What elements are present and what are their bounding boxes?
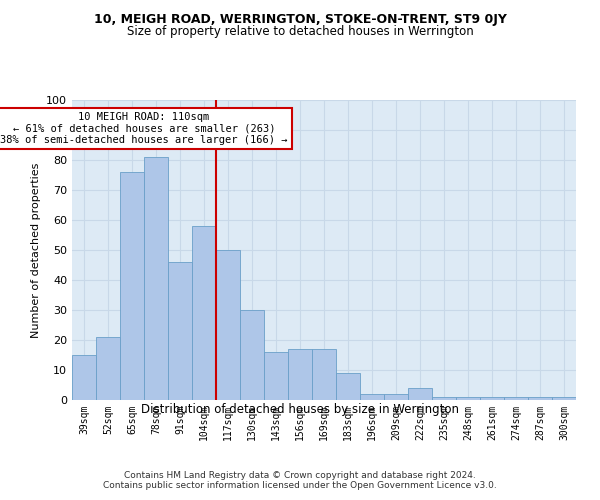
Y-axis label: Number of detached properties: Number of detached properties — [31, 162, 41, 338]
Bar — [360, 394, 384, 400]
Bar — [480, 397, 504, 400]
Bar — [384, 394, 408, 400]
Bar — [96, 337, 120, 400]
Bar — [288, 349, 312, 400]
Bar — [216, 250, 240, 400]
Text: Size of property relative to detached houses in Werrington: Size of property relative to detached ho… — [127, 25, 473, 38]
Bar — [312, 349, 336, 400]
Bar — [552, 397, 576, 400]
Text: Contains HM Land Registry data © Crown copyright and database right 2024.
Contai: Contains HM Land Registry data © Crown c… — [103, 470, 497, 490]
Bar — [432, 397, 456, 400]
Bar — [528, 397, 552, 400]
Bar — [264, 352, 288, 400]
Bar — [168, 262, 192, 400]
Bar — [504, 397, 528, 400]
Text: Distribution of detached houses by size in Werrington: Distribution of detached houses by size … — [141, 402, 459, 415]
Bar — [192, 226, 216, 400]
Bar — [336, 373, 360, 400]
Text: 10 MEIGH ROAD: 110sqm
← 61% of detached houses are smaller (263)
38% of semi-det: 10 MEIGH ROAD: 110sqm ← 61% of detached … — [0, 112, 288, 145]
Bar — [240, 310, 264, 400]
Bar — [456, 397, 480, 400]
Text: 10, MEIGH ROAD, WERRINGTON, STOKE-ON-TRENT, ST9 0JY: 10, MEIGH ROAD, WERRINGTON, STOKE-ON-TRE… — [94, 12, 506, 26]
Bar — [144, 157, 168, 400]
Bar — [408, 388, 432, 400]
Bar — [72, 355, 96, 400]
Bar — [120, 172, 144, 400]
